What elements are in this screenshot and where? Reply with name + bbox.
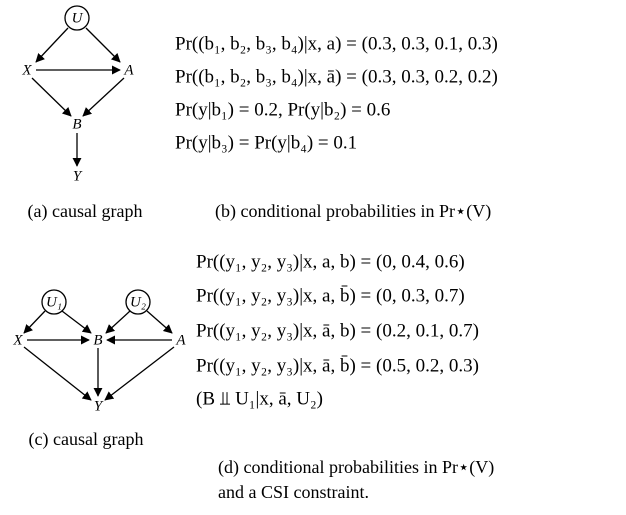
graph-a: U X A B Y (a) causal graph (21, 5, 143, 222)
node-label: B (72, 116, 81, 132)
edge (23, 310, 46, 334)
equation: Pr((b₁, b₂, b₃, b₄)|x, a) = (0.3, 0.3, 0… (175, 33, 498, 54)
node-label: U₁ (46, 294, 62, 310)
graph-c: U₁ U₂ X B A Y (c) causal graph (12, 289, 186, 450)
equation: Pr((y₁, y₂, y₃)|x, a, b) = (0, 0.4, 0.6) (196, 251, 465, 272)
equations-d: Pr((y₁, y₂, y₃)|x, a, b) = (0, 0.4, 0.6)… (196, 251, 494, 502)
caption: and a CSI constraint. (218, 482, 369, 502)
equation: Pr((b₁, b₂, b₃, b₄)|x, ā) = (0.3, 0.3, 0… (175, 66, 498, 87)
edge (23, 346, 92, 401)
latent-node (41, 289, 67, 315)
equation: (B ⫫ U₁|x, ā, U₂) (196, 388, 323, 409)
caption: (d) conditional probabilities in Pr⋆(V) (218, 457, 494, 478)
edge (146, 310, 173, 334)
edge (35, 27, 69, 63)
latent-node (64, 5, 90, 31)
equations-b: Pr((b₁, b₂, b₃, b₄)|x, a) = (0.3, 0.3, 0… (175, 33, 498, 222)
node-label: B (93, 332, 102, 348)
caption: (c) causal graph (29, 429, 144, 450)
equation: Pr((y₁, y₂, y₃)|x, ā, b̄) = (0.5, 0.2, 0… (196, 355, 479, 376)
edge (104, 346, 175, 401)
node-label: U₂ (130, 294, 146, 310)
edge (31, 77, 72, 117)
node-label: X (12, 332, 23, 348)
latent-node (125, 289, 151, 315)
edge (105, 310, 131, 334)
equation: Pr((y₁, y₂, y₃)|x, a, b̄) = (0, 0.3, 0.7… (196, 285, 465, 306)
caption: (a) causal graph (28, 201, 143, 222)
edge (82, 77, 125, 117)
equation: Pr(y|b₁) = 0.2, Pr(y|b₂) = 0.6 (175, 99, 390, 120)
edge (61, 310, 92, 334)
node-label: A (123, 62, 134, 78)
node-label: Y (94, 398, 104, 414)
edge (85, 27, 121, 63)
caption: (b) conditional probabilities in Pr⋆(V) (215, 201, 491, 222)
equation: Pr(y|b₃) = Pr(y|b₄) = 0.1 (175, 132, 357, 153)
node-label: U (72, 10, 84, 26)
equation: Pr((y₁, y₂, y₃)|x, ā, b) = (0.2, 0.1, 0.… (196, 320, 479, 341)
node-label: X (21, 62, 32, 78)
node-label: A (175, 332, 186, 348)
node-label: Y (73, 168, 83, 184)
